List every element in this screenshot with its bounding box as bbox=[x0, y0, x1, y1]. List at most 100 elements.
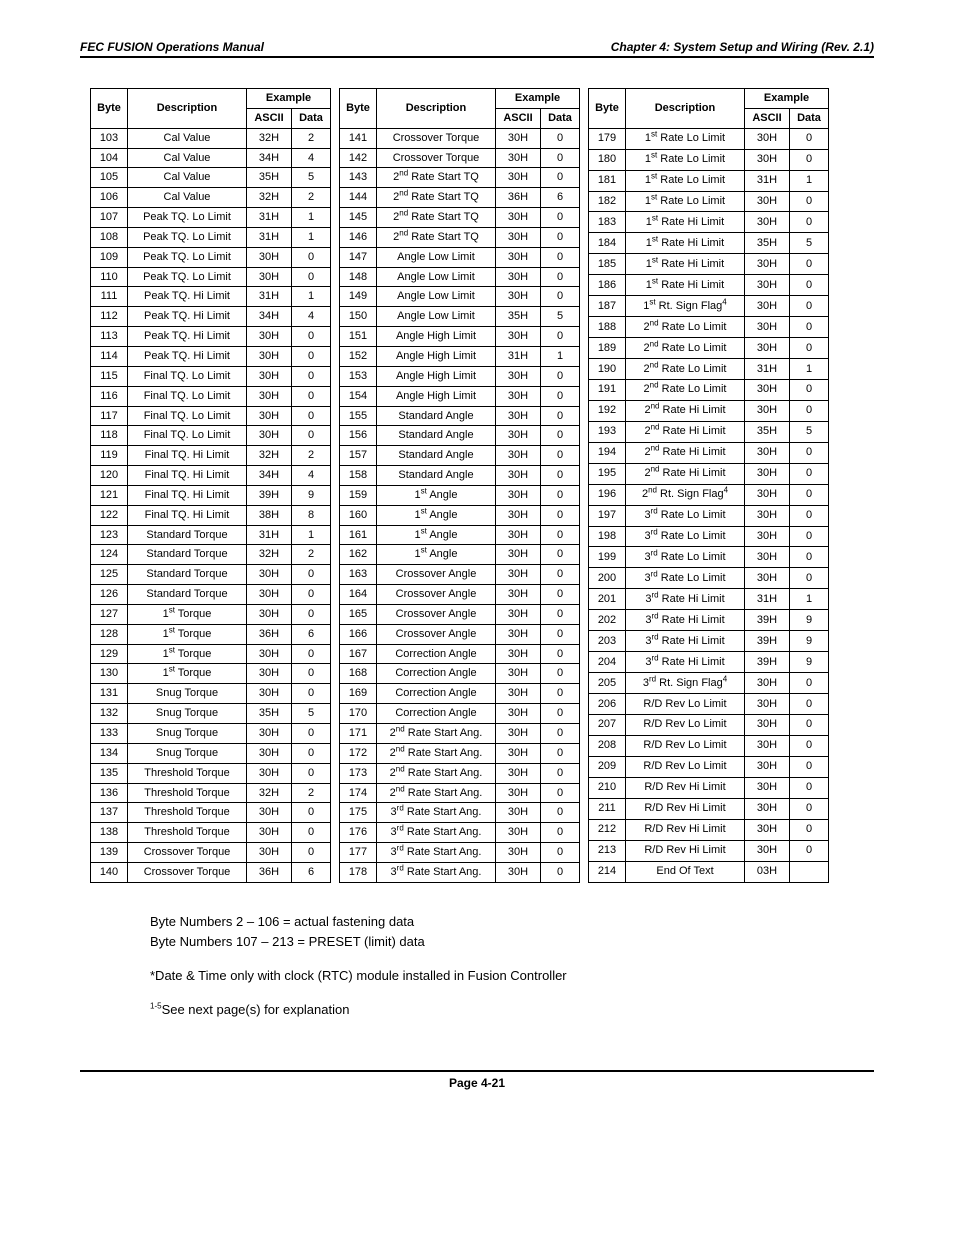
cell-ascii: 30H bbox=[496, 843, 541, 863]
cell-ascii: 30H bbox=[247, 585, 292, 605]
cell-description: 3rd Rate Start Ang. bbox=[377, 823, 496, 843]
cell-ascii: 36H bbox=[247, 624, 292, 644]
cell-ascii: 34H bbox=[247, 466, 292, 486]
cell-data: 0 bbox=[292, 803, 331, 823]
cell-data: 0 bbox=[790, 735, 829, 756]
cell-byte: 196 bbox=[589, 484, 626, 505]
cell-data: 0 bbox=[541, 267, 580, 287]
cell-data: 0 bbox=[292, 664, 331, 684]
cell-data: 0 bbox=[790, 505, 829, 526]
cell-ascii: 30H bbox=[496, 446, 541, 466]
cell-data: 0 bbox=[790, 296, 829, 317]
cell-byte: 124 bbox=[91, 545, 128, 565]
cell-description: 2nd Rate Start Ang. bbox=[377, 763, 496, 783]
table-row: 154Angle High Limit30H0 bbox=[340, 386, 580, 406]
cell-byte: 138 bbox=[91, 823, 128, 843]
cell-ascii: 30H bbox=[745, 379, 790, 400]
cell-byte: 145 bbox=[340, 208, 377, 228]
cell-data: 0 bbox=[541, 446, 580, 466]
cell-data: 0 bbox=[541, 803, 580, 823]
cell-data: 0 bbox=[541, 783, 580, 803]
cell-description: 3rd Rate Hi Limit bbox=[626, 610, 745, 631]
cell-byte: 115 bbox=[91, 366, 128, 386]
cell-ascii: 30H bbox=[745, 568, 790, 589]
cell-byte: 122 bbox=[91, 505, 128, 525]
cell-data: 0 bbox=[292, 724, 331, 744]
cell-byte: 179 bbox=[589, 128, 626, 149]
cell-data: 0 bbox=[292, 327, 331, 347]
table-row: 1722nd Rate Start Ang.30H0 bbox=[340, 743, 580, 763]
cell-byte: 154 bbox=[340, 386, 377, 406]
cell-data: 0 bbox=[541, 406, 580, 426]
cell-description: 3rd Rate Lo Limit bbox=[626, 547, 745, 568]
cell-byte: 111 bbox=[91, 287, 128, 307]
cell-byte: 203 bbox=[589, 631, 626, 652]
cell-ascii: 30H bbox=[496, 327, 541, 347]
cell-byte: 116 bbox=[91, 386, 128, 406]
table-row: 2053rd Rt. Sign Flag430H0 bbox=[589, 673, 829, 694]
cell-description: 2nd Rate Hi Limit bbox=[626, 400, 745, 421]
cell-byte: 214 bbox=[589, 861, 626, 882]
table-row: 150Angle Low Limit35H5 bbox=[340, 307, 580, 327]
cell-ascii: 30H bbox=[496, 466, 541, 486]
table-row: 140Crossover Torque36H6 bbox=[91, 862, 331, 882]
cell-ascii: 30H bbox=[496, 585, 541, 605]
cell-description: 3rd Rate Start Ang. bbox=[377, 803, 496, 823]
cell-byte: 177 bbox=[340, 843, 377, 863]
cell-data: 4 bbox=[292, 466, 331, 486]
table-row: 1301st Torque30H0 bbox=[91, 664, 331, 684]
cell-data: 0 bbox=[292, 406, 331, 426]
cell-data: 0 bbox=[790, 840, 829, 861]
cell-byte: 185 bbox=[589, 254, 626, 275]
cell-data bbox=[790, 861, 829, 882]
cell-description: Final TQ. Lo Limit bbox=[128, 406, 247, 426]
page: FEC FUSION Operations Manual Chapter 4: … bbox=[0, 0, 954, 1130]
cell-data: 0 bbox=[541, 525, 580, 545]
table-row: 137Threshold Torque30H0 bbox=[91, 803, 331, 823]
cell-description: Standard Torque bbox=[128, 525, 247, 545]
table-row: 2033rd Rate Hi Limit39H9 bbox=[589, 631, 829, 652]
cell-byte: 126 bbox=[91, 585, 128, 605]
table-row: 135Threshold Torque30H0 bbox=[91, 763, 331, 783]
cell-description: 1st Rate Hi Limit bbox=[626, 233, 745, 254]
cell-data: 0 bbox=[292, 366, 331, 386]
table-row: 1811st Rate Lo Limit31H1 bbox=[589, 170, 829, 191]
cell-ascii: 39H bbox=[745, 652, 790, 673]
cell-byte: 113 bbox=[91, 327, 128, 347]
table-row: 1962nd Rt. Sign Flag430H0 bbox=[589, 484, 829, 505]
table-row: 1611st Angle30H0 bbox=[340, 525, 580, 545]
cell-description: 1st Angle bbox=[377, 485, 496, 505]
cell-ascii: 30H bbox=[247, 763, 292, 783]
cell-byte: 188 bbox=[589, 317, 626, 338]
cell-ascii: 30H bbox=[745, 840, 790, 861]
cell-description: Cal Value bbox=[128, 148, 247, 168]
cell-description: 3rd Rate Lo Limit bbox=[626, 526, 745, 547]
cell-data: 0 bbox=[541, 843, 580, 863]
cell-description: 2nd Rate Start TQ bbox=[377, 188, 496, 208]
cell-byte: 157 bbox=[340, 446, 377, 466]
table-row: 1983rd Rate Lo Limit30H0 bbox=[589, 526, 829, 547]
cell-byte: 165 bbox=[340, 604, 377, 624]
th-example: Example bbox=[496, 89, 580, 109]
table-row: 105Cal Value35H5 bbox=[91, 168, 331, 188]
cell-ascii: 30H bbox=[496, 128, 541, 148]
cell-ascii: 30H bbox=[496, 684, 541, 704]
cell-data: 0 bbox=[292, 684, 331, 704]
cell-description: R/D Rev Lo Limit bbox=[626, 714, 745, 735]
cell-byte: 192 bbox=[589, 400, 626, 421]
cell-ascii: 39H bbox=[745, 610, 790, 631]
cell-description: Crossover Torque bbox=[128, 862, 247, 882]
cell-data: 4 bbox=[292, 148, 331, 168]
cell-description: 3rd Rate Lo Limit bbox=[626, 505, 745, 526]
table-row: 125Standard Torque30H0 bbox=[91, 565, 331, 585]
cell-ascii: 31H bbox=[247, 227, 292, 247]
cell-byte: 118 bbox=[91, 426, 128, 446]
cell-ascii: 30H bbox=[496, 664, 541, 684]
cell-byte: 149 bbox=[340, 287, 377, 307]
header-left: FEC FUSION Operations Manual bbox=[80, 40, 264, 54]
cell-description: Crossover Angle bbox=[377, 585, 496, 605]
note-line-4-text: See next page(s) for explanation bbox=[162, 1002, 350, 1017]
cell-ascii: 30H bbox=[745, 505, 790, 526]
cell-data: 9 bbox=[292, 485, 331, 505]
cell-data: 0 bbox=[541, 128, 580, 148]
